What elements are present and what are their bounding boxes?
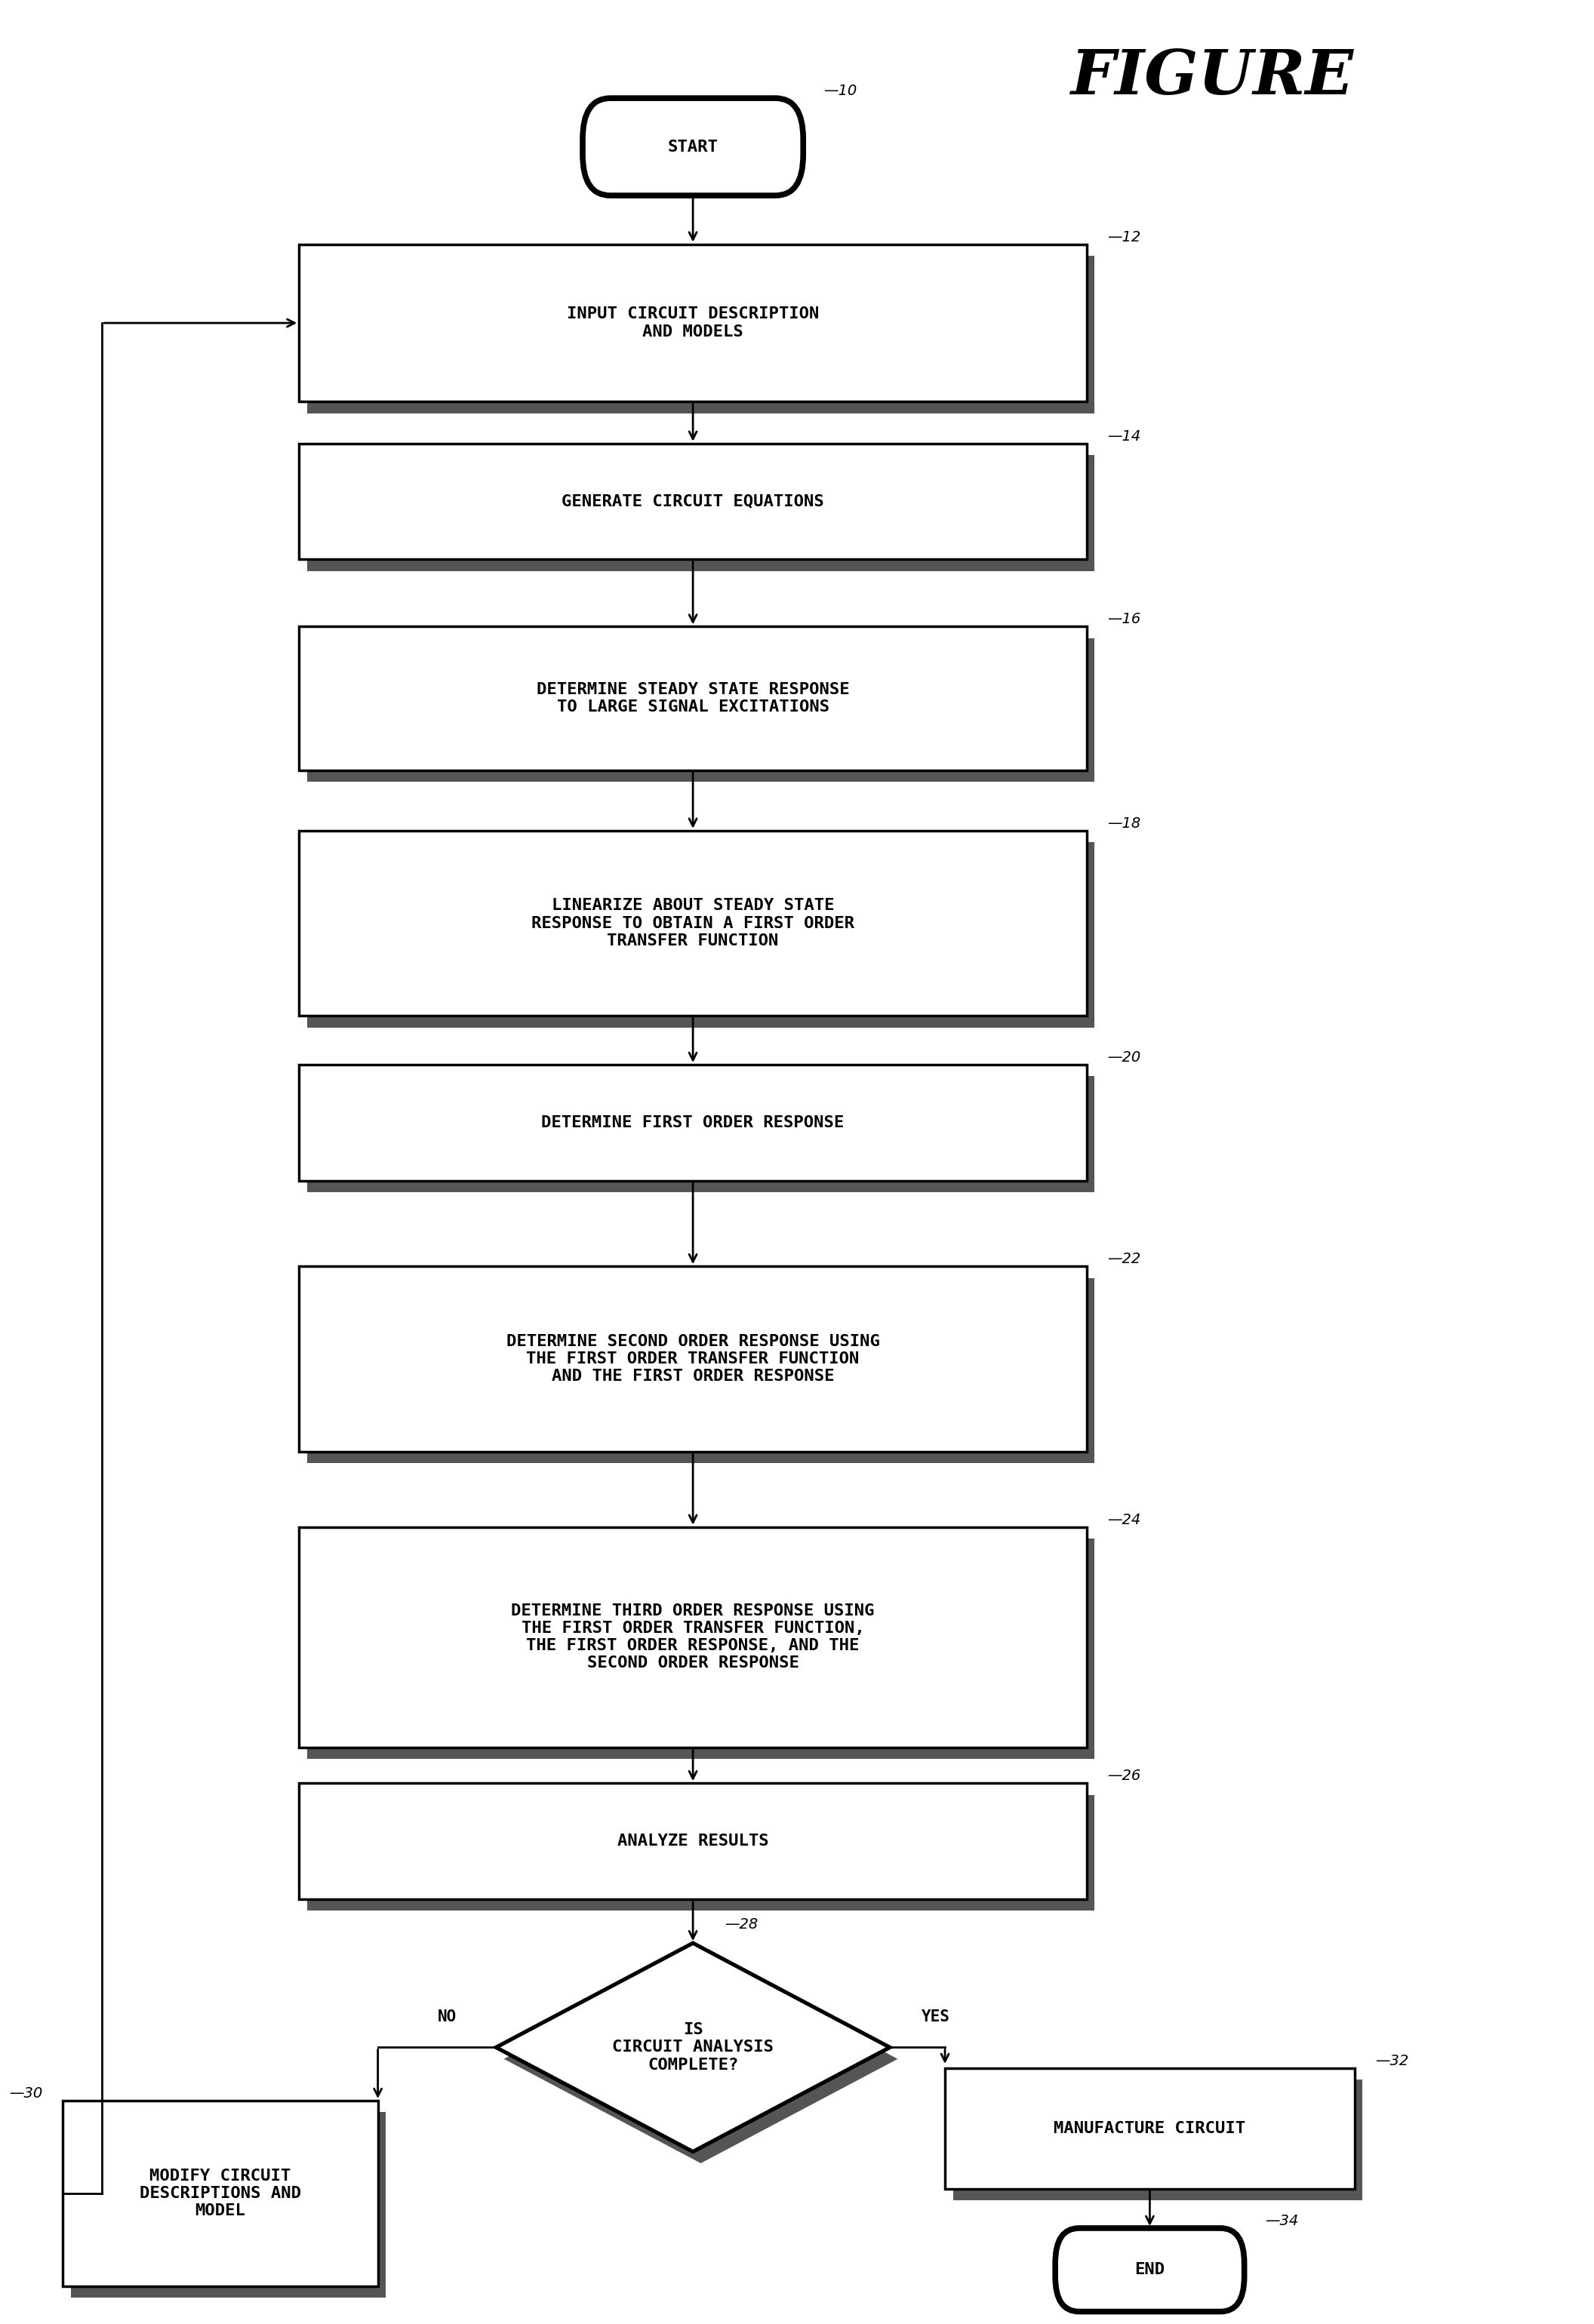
Text: —32: —32 — [1376, 2054, 1409, 2068]
Bar — [300, 1783, 1087, 1899]
Text: NO: NO — [438, 2008, 456, 2024]
FancyBboxPatch shape — [583, 98, 803, 195]
Bar — [300, 627, 1087, 769]
Text: —18: —18 — [1108, 816, 1141, 830]
Text: DETERMINE SECOND ORDER RESPONSE USING
THE FIRST ORDER TRANSFER FUNCTION
AND THE : DETERMINE SECOND ORDER RESPONSE USING TH… — [507, 1334, 880, 1385]
Bar — [945, 2068, 1355, 2189]
Bar — [300, 244, 1087, 402]
Text: —10: —10 — [824, 84, 858, 98]
Bar — [308, 456, 1095, 572]
Text: —20: —20 — [1108, 1050, 1141, 1064]
Text: LINEARIZE ABOUT STEADY STATE
RESPONSE TO OBTAIN A FIRST ORDER
TRANSFER FUNCTION: LINEARIZE ABOUT STEADY STATE RESPONSE TO… — [531, 897, 854, 948]
Text: END: END — [1135, 2261, 1165, 2278]
Bar — [300, 1267, 1087, 1452]
Bar — [308, 1538, 1095, 1759]
Bar — [308, 639, 1095, 781]
Text: IS
CIRCUIT ANALYSIS
COMPLETE?: IS CIRCUIT ANALYSIS COMPLETE? — [612, 2022, 773, 2073]
Text: —34: —34 — [1264, 2215, 1298, 2229]
Text: —24: —24 — [1108, 1513, 1141, 1527]
Bar — [300, 1527, 1087, 1748]
Bar — [308, 1278, 1095, 1464]
Polygon shape — [504, 1954, 897, 2164]
Bar — [70, 2113, 386, 2298]
Text: GENERATE CIRCUIT EQUATIONS: GENERATE CIRCUIT EQUATIONS — [561, 495, 824, 509]
Text: —26: —26 — [1108, 1769, 1141, 1783]
Text: YES: YES — [921, 2008, 950, 2024]
Bar — [308, 256, 1095, 414]
Text: —28: —28 — [724, 1917, 757, 1931]
Text: DETERMINE FIRST ORDER RESPONSE: DETERMINE FIRST ORDER RESPONSE — [542, 1116, 845, 1129]
Text: START: START — [668, 139, 719, 153]
Text: —14: —14 — [1108, 430, 1141, 444]
Text: —22: —22 — [1108, 1253, 1141, 1267]
Text: DETERMINE STEADY STATE RESPONSE
TO LARGE SIGNAL EXCITATIONS: DETERMINE STEADY STATE RESPONSE TO LARGE… — [537, 683, 850, 716]
Text: FIGURE: FIGURE — [1071, 46, 1355, 107]
Bar — [300, 830, 1087, 1016]
Text: MANUFACTURE CIRCUIT: MANUFACTURE CIRCUIT — [1054, 2122, 1245, 2136]
Bar — [308, 841, 1095, 1027]
Bar — [308, 1076, 1095, 1192]
Text: —12: —12 — [1108, 230, 1141, 244]
Bar — [308, 1794, 1095, 1910]
Text: INPUT CIRCUIT DESCRIPTION
AND MODELS: INPUT CIRCUIT DESCRIPTION AND MODELS — [567, 307, 819, 339]
Bar — [953, 2080, 1363, 2201]
Text: —30: —30 — [10, 2087, 43, 2101]
Bar — [62, 2101, 378, 2287]
Text: MODIFY CIRCUIT
DESCRIPTIONS AND
MODEL: MODIFY CIRCUIT DESCRIPTIONS AND MODEL — [140, 2168, 301, 2219]
Text: —16: —16 — [1108, 611, 1141, 627]
Polygon shape — [496, 1943, 889, 2152]
Bar — [300, 444, 1087, 560]
Bar — [300, 1064, 1087, 1181]
FancyBboxPatch shape — [1055, 2229, 1245, 2312]
Text: ANALYZE RESULTS: ANALYZE RESULTS — [617, 1834, 768, 1848]
Text: DETERMINE THIRD ORDER RESPONSE USING
THE FIRST ORDER TRANSFER FUNCTION,
THE FIRS: DETERMINE THIRD ORDER RESPONSE USING THE… — [512, 1604, 875, 1671]
